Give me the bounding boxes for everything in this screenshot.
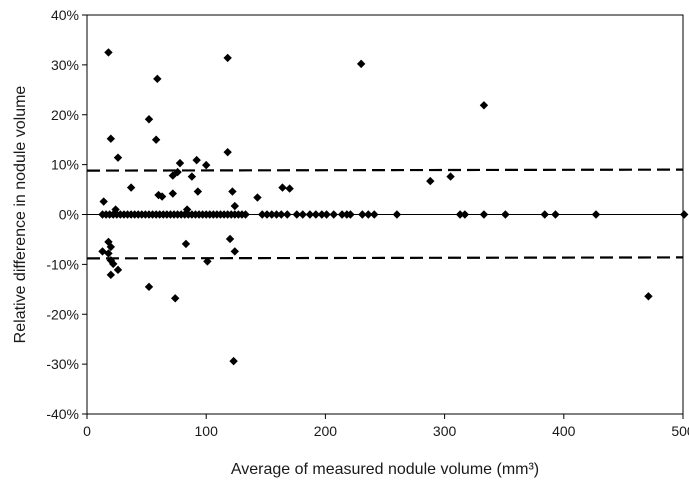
data-point bbox=[322, 210, 331, 219]
data-point bbox=[109, 259, 118, 269]
data-point bbox=[229, 356, 238, 366]
data-point bbox=[277, 210, 286, 219]
data-point bbox=[591, 210, 601, 219]
data-point bbox=[551, 210, 560, 219]
data-point bbox=[113, 265, 123, 275]
data-point bbox=[283, 210, 292, 219]
data-point bbox=[346, 210, 355, 219]
data-point bbox=[151, 135, 161, 144]
data-point bbox=[113, 153, 123, 162]
data-point bbox=[455, 210, 465, 219]
data-point bbox=[253, 193, 262, 202]
data-point bbox=[258, 210, 267, 219]
data-point bbox=[364, 210, 373, 219]
data-point bbox=[171, 294, 180, 303]
y-axis-ticks: -40% -30% -20% -10% 0% 10% 20% 30% 40% bbox=[46, 7, 87, 422]
data-point bbox=[356, 59, 366, 69]
data-point bbox=[329, 210, 338, 219]
data-point bbox=[278, 183, 287, 192]
data-point bbox=[98, 247, 107, 256]
data-point bbox=[106, 270, 116, 280]
data-point bbox=[193, 187, 203, 196]
data-point bbox=[317, 210, 327, 219]
data-point bbox=[426, 176, 435, 186]
data-point bbox=[241, 210, 250, 219]
y-tick-label: -10% bbox=[46, 256, 79, 272]
data-point bbox=[230, 247, 240, 256]
data-point bbox=[644, 292, 653, 301]
data-point bbox=[337, 210, 347, 219]
data-point bbox=[175, 158, 185, 168]
data-point bbox=[187, 172, 197, 181]
y-tick-label: -30% bbox=[46, 356, 79, 372]
data-point bbox=[479, 210, 489, 219]
data-point bbox=[358, 210, 367, 219]
data-point bbox=[292, 210, 301, 219]
data-point bbox=[267, 210, 276, 219]
x-tick-label: 100 bbox=[195, 423, 219, 439]
data-point bbox=[460, 210, 470, 219]
data-point bbox=[305, 210, 315, 219]
data-points bbox=[98, 48, 689, 366]
data-point bbox=[272, 210, 281, 219]
data-point bbox=[203, 257, 212, 266]
data-point bbox=[479, 101, 489, 110]
data-point bbox=[144, 282, 154, 292]
data-point bbox=[104, 237, 113, 247]
data-point bbox=[104, 249, 113, 258]
data-point bbox=[225, 234, 235, 244]
data-point bbox=[679, 210, 689, 219]
data-point bbox=[106, 134, 116, 143]
x-tick-label: 400 bbox=[552, 423, 576, 439]
upper-limit-line bbox=[86, 168, 684, 172]
y-tick-label: 30% bbox=[51, 57, 79, 73]
data-point bbox=[202, 160, 211, 170]
data-point bbox=[540, 210, 549, 219]
data-point bbox=[168, 171, 178, 180]
data-point bbox=[446, 172, 455, 181]
y-tick-label: 0% bbox=[59, 207, 79, 223]
data-point bbox=[298, 210, 307, 219]
lower-limit-line bbox=[86, 256, 684, 260]
data-point bbox=[104, 48, 113, 57]
data-point bbox=[144, 115, 154, 124]
data-point bbox=[99, 197, 108, 206]
y-tick-label: -20% bbox=[46, 306, 79, 322]
data-point bbox=[223, 147, 232, 157]
data-point bbox=[157, 192, 167, 201]
data-point bbox=[228, 187, 237, 196]
x-tick-label: 0 bbox=[83, 423, 91, 439]
data-point bbox=[285, 184, 294, 193]
data-point bbox=[153, 74, 162, 84]
data-point bbox=[192, 155, 201, 165]
data-point bbox=[223, 53, 232, 63]
data-point bbox=[168, 189, 178, 198]
data-point bbox=[126, 183, 136, 192]
y-tick-label: 10% bbox=[51, 157, 79, 173]
x-tick-label: 200 bbox=[314, 423, 338, 439]
data-point bbox=[311, 210, 321, 219]
data-point bbox=[501, 210, 510, 219]
data-point bbox=[181, 239, 191, 249]
x-axis-title: Average of measured nodule volume (mm³) bbox=[231, 461, 539, 478]
data-point bbox=[370, 210, 379, 219]
x-tick-label: 500 bbox=[671, 423, 689, 439]
y-tick-label: -40% bbox=[46, 406, 79, 422]
y-tick-label: 20% bbox=[51, 107, 79, 123]
data-point bbox=[392, 210, 402, 219]
y-axis-title: Relative difference in nodule volume bbox=[12, 86, 29, 344]
x-tick-label: 300 bbox=[433, 423, 457, 439]
x-axis-ticks: 0 100 200 300 400 500 bbox=[83, 414, 689, 439]
data-point bbox=[230, 201, 240, 211]
data-point bbox=[262, 210, 272, 219]
y-tick-label: 40% bbox=[51, 7, 79, 23]
